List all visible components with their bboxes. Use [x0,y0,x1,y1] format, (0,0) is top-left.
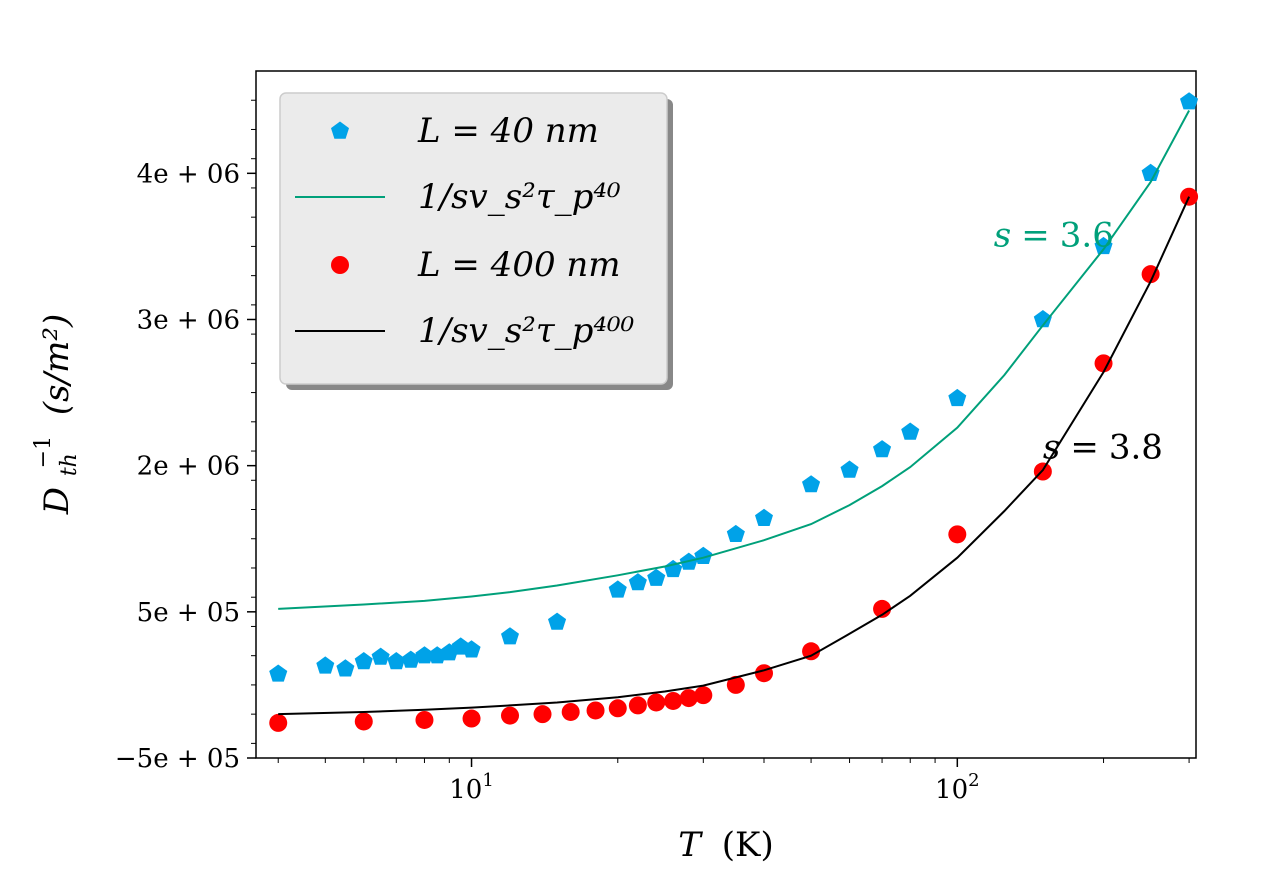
y-tick-label: 5e + 05 [137,598,240,628]
legend-label: L = 40 nm [417,111,599,151]
y-axis-title: D th −1 (s/m²) [19,314,85,515]
legend-entry: 1/sv_s²τ_p⁴⁰ [295,177,621,217]
data-point [873,440,892,458]
annotation-s-38-value: 3.8 [1109,427,1163,467]
data-point [948,388,967,407]
annotation-s-38-eq: = [1070,427,1099,467]
x-axis-title: T (K) [678,825,773,865]
y-axis-title-sub: th [57,453,82,476]
data-point [561,702,580,721]
x-tick-label-exp: 2 [968,770,979,791]
annotation-s-36-value: 3.6 [1060,215,1114,255]
data-point [802,642,821,661]
data-point [354,652,373,670]
data-point [1094,354,1113,373]
data-point [840,460,859,478]
legend-entry: L = 40 nm [331,111,599,151]
data-point [586,701,605,720]
data-point [628,696,647,715]
data-point [647,568,666,586]
data-point [948,525,967,544]
y-tick-label: −5e + 05 [115,744,240,774]
data-point [679,689,698,708]
annotations: s = 3.6s = 3.8 [994,215,1163,467]
y-axis-title-unit: (s/m²) [37,314,77,415]
data-point [664,691,683,710]
legend-entries: L = 40 nm 1/sv_s²τ_p⁴⁰ L = 400 nm 1/sv_s²τ_… [295,111,635,351]
y-axis-title-sup: −1 [31,436,56,468]
data-point [608,580,627,598]
y-tick-label: 4e + 06 [137,159,240,189]
legend-label: 1/sv_s²τ_p⁴⁰ [418,177,621,217]
data-point [269,664,288,682]
x-axis-title-var: T [678,825,703,865]
data-point [1141,163,1160,181]
data-point [608,699,627,718]
series-line [278,110,1190,610]
data-point [726,675,745,694]
series-line [278,196,1191,716]
data-point [415,710,434,729]
data-point [694,686,713,705]
plot-area [255,70,1197,759]
data-point [387,652,406,670]
data-point [901,422,920,440]
data-point [401,650,420,668]
data-point [462,640,481,658]
series-3 [278,196,1191,716]
legend: L = 40 nm 1/sv_s²τ_p⁴⁰ L = 400 nm 1/sv_s²τ_… [279,92,673,390]
data-point [269,713,288,732]
legend-entry: 1/sv_s²τ_p⁴⁰⁰ [295,311,635,351]
data-point [501,627,519,645]
x-axis-ticks: 101 102 [449,758,980,805]
legend-label: L = 400 nm [417,245,621,285]
data-point [647,693,666,712]
data-point [371,647,390,665]
legend-entry: L = 400 nm [331,245,621,285]
series-layer [269,92,1199,732]
data-point [1180,92,1199,110]
data-point [755,508,773,526]
data-point [415,646,434,664]
data-point [354,712,373,731]
x-tick-label: 102 [935,770,980,805]
legend-marker [331,256,349,274]
annotation-s-36: s = 3.6 [994,215,1114,255]
data-point [316,656,335,674]
x-tick-label: 101 [449,770,494,805]
data-point [726,524,745,542]
annotation-s-36-var: s [994,215,1011,255]
legend-marker [331,121,349,139]
x-tick-label-base: 10 [449,775,482,805]
x-tick-label-exp: 1 [482,770,493,791]
data-point [873,599,892,618]
data-point [336,659,355,677]
data-point [1033,310,1052,328]
minor-ticks [251,99,1190,763]
y-axis-title-base: D [37,487,77,515]
data-point [533,705,552,724]
data-point [462,709,481,728]
legend-label: 1/sv_s²τ_p⁴⁰⁰ [418,311,635,351]
y-tick-label: 2e + 06 [137,452,240,482]
annotation-s-36-eq: = [1021,215,1050,255]
x-axis-title-unit: (K) [722,825,774,865]
series-1 [278,110,1190,610]
data-point [548,612,567,630]
data-point [755,664,774,683]
x-tick-label-base: 10 [935,775,968,805]
annotation-s-38: s = 3.8 [1043,427,1163,467]
data-point [501,706,520,725]
legend-box [279,92,668,385]
y-axis-ticks: −5e + 05 5e + 05 2e + 06 3e + 06 4e + 06 [115,159,256,774]
annotation-s-38-var: s [1043,427,1060,467]
y-tick-label: 3e + 06 [137,305,240,335]
data-point [628,573,647,591]
data-point [802,475,821,493]
